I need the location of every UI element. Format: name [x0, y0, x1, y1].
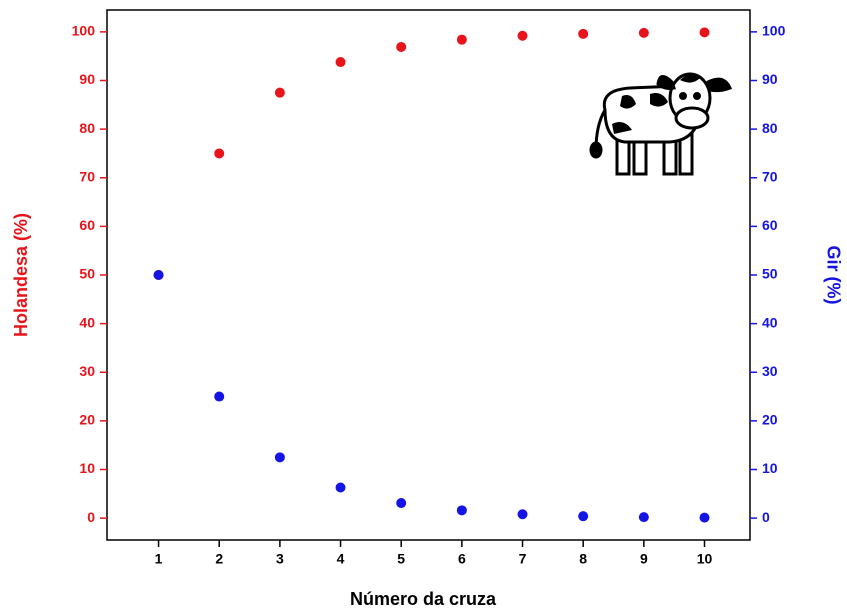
- y2-tick-label: 100: [762, 23, 786, 39]
- y-tick-label: 20: [79, 412, 95, 428]
- y2-tick-label: 70: [762, 168, 778, 184]
- point: [335, 482, 346, 493]
- x-tick-label: 7: [519, 551, 527, 567]
- point: [396, 498, 407, 509]
- y2-tick-label: 0: [762, 509, 770, 525]
- y2-tick-label: 10: [762, 460, 778, 476]
- point: [153, 270, 164, 280]
- point: [517, 509, 528, 520]
- y-tick-label: 50: [79, 266, 95, 282]
- y2-tick-label: 50: [762, 266, 778, 282]
- x-tick-label: 6: [458, 551, 466, 567]
- y2-tick-label: 20: [762, 412, 778, 428]
- cow-icon: [589, 72, 732, 176]
- point: [214, 391, 225, 402]
- y2-axis-label: Gir (%): [823, 245, 843, 304]
- point: [638, 512, 649, 523]
- y-tick-label: 10: [79, 460, 95, 476]
- x-tick-label: 2: [215, 551, 223, 567]
- x-tick-label: 10: [697, 551, 713, 567]
- y2-tick-label: 40: [762, 314, 778, 330]
- point: [699, 27, 710, 38]
- y-axis-label: Holandesa (%): [11, 213, 31, 337]
- point: [517, 30, 528, 41]
- y-tick-label: 30: [79, 363, 95, 379]
- point: [578, 511, 589, 522]
- y-tick-label: 40: [79, 314, 95, 330]
- x-axis-label: Número da cruza: [350, 589, 497, 609]
- x-tick-label: 1: [155, 551, 163, 567]
- y2-tick-label: 60: [762, 217, 778, 233]
- y2-tick-label: 90: [762, 71, 778, 87]
- x-tick-label: 4: [337, 551, 345, 567]
- x-tick-label: 9: [640, 551, 648, 567]
- y2-tick-label: 30: [762, 363, 778, 379]
- y-tick-label: 0: [87, 509, 95, 525]
- y-tick-label: 70: [79, 168, 95, 184]
- x-tick-label: 5: [397, 551, 405, 567]
- x-tick-label: 3: [276, 551, 284, 567]
- y-tick-label: 80: [79, 120, 95, 136]
- x-tick-label: 8: [579, 551, 587, 567]
- y-tick-label: 100: [72, 23, 96, 39]
- point: [214, 148, 225, 159]
- point: [456, 505, 467, 516]
- y-tick-label: 60: [79, 217, 95, 233]
- point: [638, 27, 649, 38]
- point: [578, 28, 589, 39]
- y2-tick-label: 80: [762, 120, 778, 136]
- point: [396, 41, 407, 52]
- y-tick-label: 90: [79, 71, 95, 87]
- point: [335, 57, 346, 68]
- point: [699, 512, 710, 523]
- point: [456, 34, 467, 45]
- point: [274, 452, 285, 463]
- point: [274, 87, 285, 98]
